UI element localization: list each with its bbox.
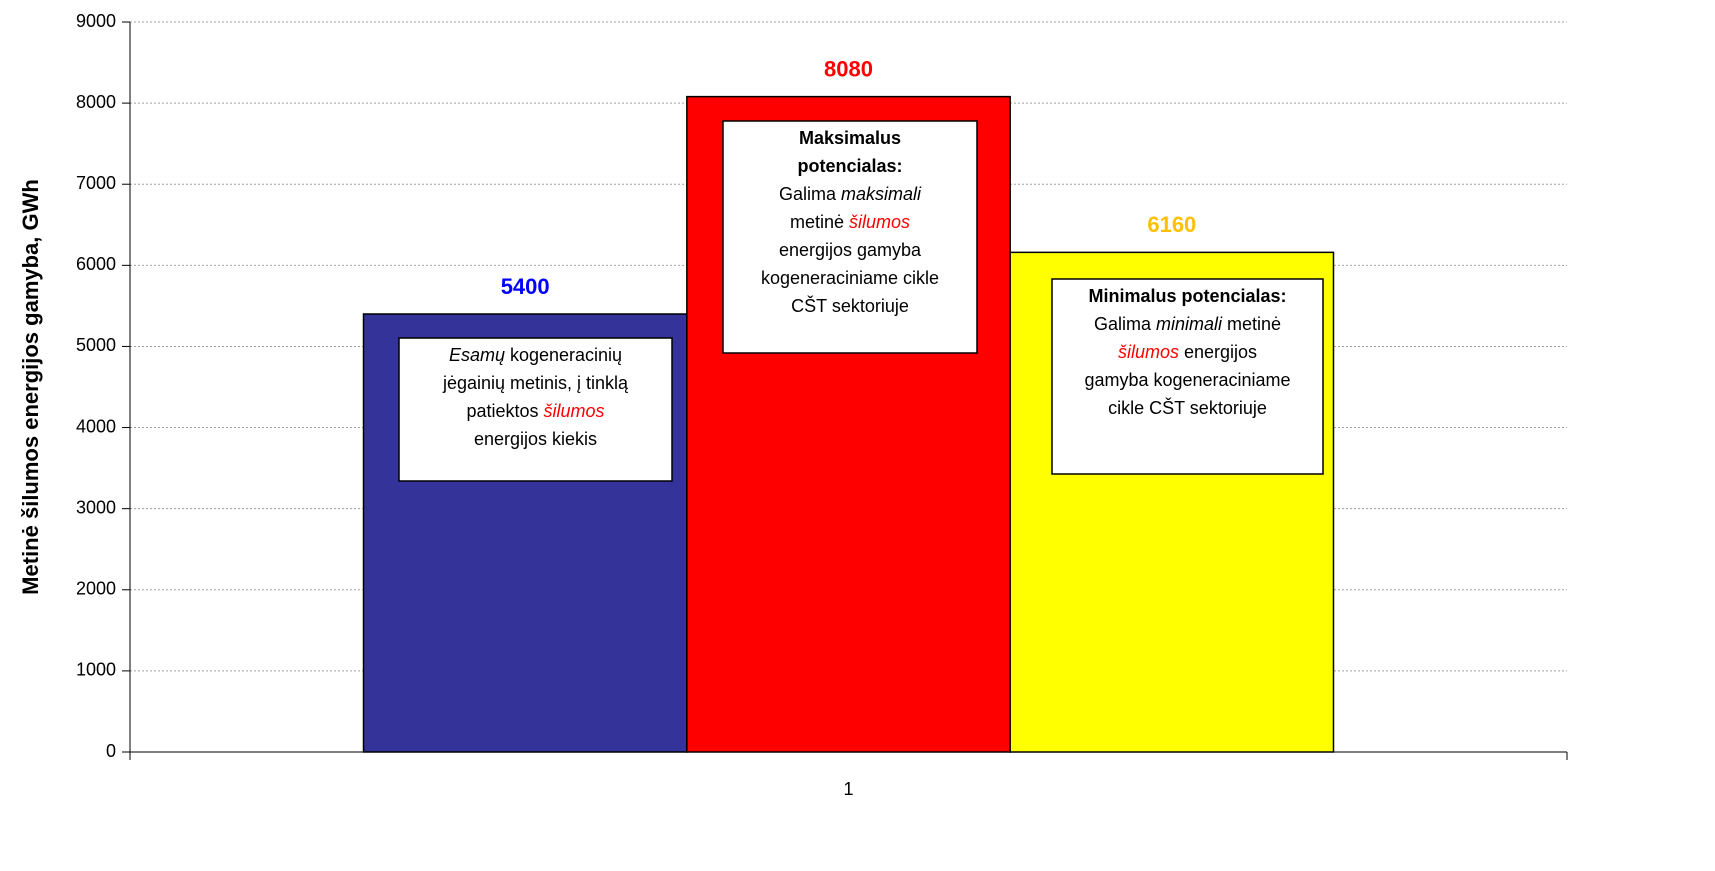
annotation-line: Esamų kogeneracinių <box>449 345 622 365</box>
annotation-line: gamyba kogeneraciniame <box>1084 370 1290 390</box>
annotation-run: Esamų <box>449 345 505 365</box>
annotation-run: patiektos <box>466 401 543 421</box>
annotation-line: jėgainių metinis, į tinklą <box>442 373 629 393</box>
annotation-line: šilumos energijos <box>1118 342 1257 362</box>
annotation-run: Minimalus potencialas: <box>1088 286 1286 306</box>
annotation-line: Galima maksimali <box>779 184 922 204</box>
annotation-run: CŠT sektoriuje <box>791 295 909 316</box>
annotation-line: cikle CŠT sektoriuje <box>1108 397 1267 418</box>
annotation-box <box>1051 278 1324 475</box>
annotation-run: metinė <box>1222 314 1281 334</box>
annotation-line: patiektos šilumos <box>466 401 604 421</box>
annotation-box <box>398 337 673 482</box>
y-tick-label: 1000 <box>76 660 116 680</box>
annotation-run: šilumos <box>544 401 605 421</box>
y-tick-label: 2000 <box>76 579 116 599</box>
annotation-run: jėgainių metinis, į tinklą <box>442 373 629 393</box>
annotation-run: Galima <box>1094 314 1156 334</box>
y-tick-label: 8000 <box>76 92 116 112</box>
annotation-line: energijos kiekis <box>474 429 597 449</box>
y-tick-label: 9000 <box>76 11 116 31</box>
annotation-run: Galima <box>779 184 841 204</box>
annotation-line: CŠT sektoriuje <box>791 295 909 316</box>
annotation-run: šilumos <box>849 212 910 232</box>
y-tick-label: 4000 <box>76 416 116 436</box>
value-label: 6160 <box>1147 212 1196 237</box>
y-tick-label: 7000 <box>76 173 116 193</box>
annotation-run: potencialas: <box>797 156 902 176</box>
annotation-line: metinė šilumos <box>790 212 910 232</box>
annotation-line: potencialas: <box>797 156 902 176</box>
annotation-line: kogeneraciniame cikle <box>761 268 939 288</box>
value-label: 5400 <box>501 274 550 299</box>
y-tick-label: 3000 <box>76 497 116 517</box>
annotation-run: cikle CŠT sektoriuje <box>1108 397 1267 418</box>
annotation-run: gamyba kogeneraciniame <box>1084 370 1290 390</box>
y-tick-label: 6000 <box>76 254 116 274</box>
x-tick-label: 1 <box>843 779 853 799</box>
annotation-run: Maksimalus <box>799 128 901 148</box>
annotation-box <box>722 120 978 354</box>
annotation-line: Minimalus potencialas: <box>1088 286 1286 306</box>
annotation-run: metinė <box>790 212 849 232</box>
value-label: 8080 <box>824 56 873 81</box>
annotation-run: energijos kiekis <box>474 429 597 449</box>
annotation-run: šilumos <box>1118 342 1179 362</box>
y-axis-title: Metinė šilumos energijos gamyba, GWh <box>18 179 43 595</box>
annotation-line: Maksimalus <box>799 128 901 148</box>
y-tick-label: 0 <box>106 741 116 761</box>
annotation-run: energijos <box>1179 342 1257 362</box>
annotation-line: energijos gamyba <box>779 240 922 260</box>
annotation-run: maksimali <box>841 184 922 204</box>
annotation-run: energijos gamyba <box>779 240 922 260</box>
annotation-run: kogeneraciniame cikle <box>761 268 939 288</box>
annotation-line: Galima minimali metinė <box>1094 314 1281 334</box>
annotation-run: minimali <box>1156 314 1223 334</box>
annotation-run: kogeneracinių <box>505 345 622 365</box>
y-tick-label: 5000 <box>76 335 116 355</box>
